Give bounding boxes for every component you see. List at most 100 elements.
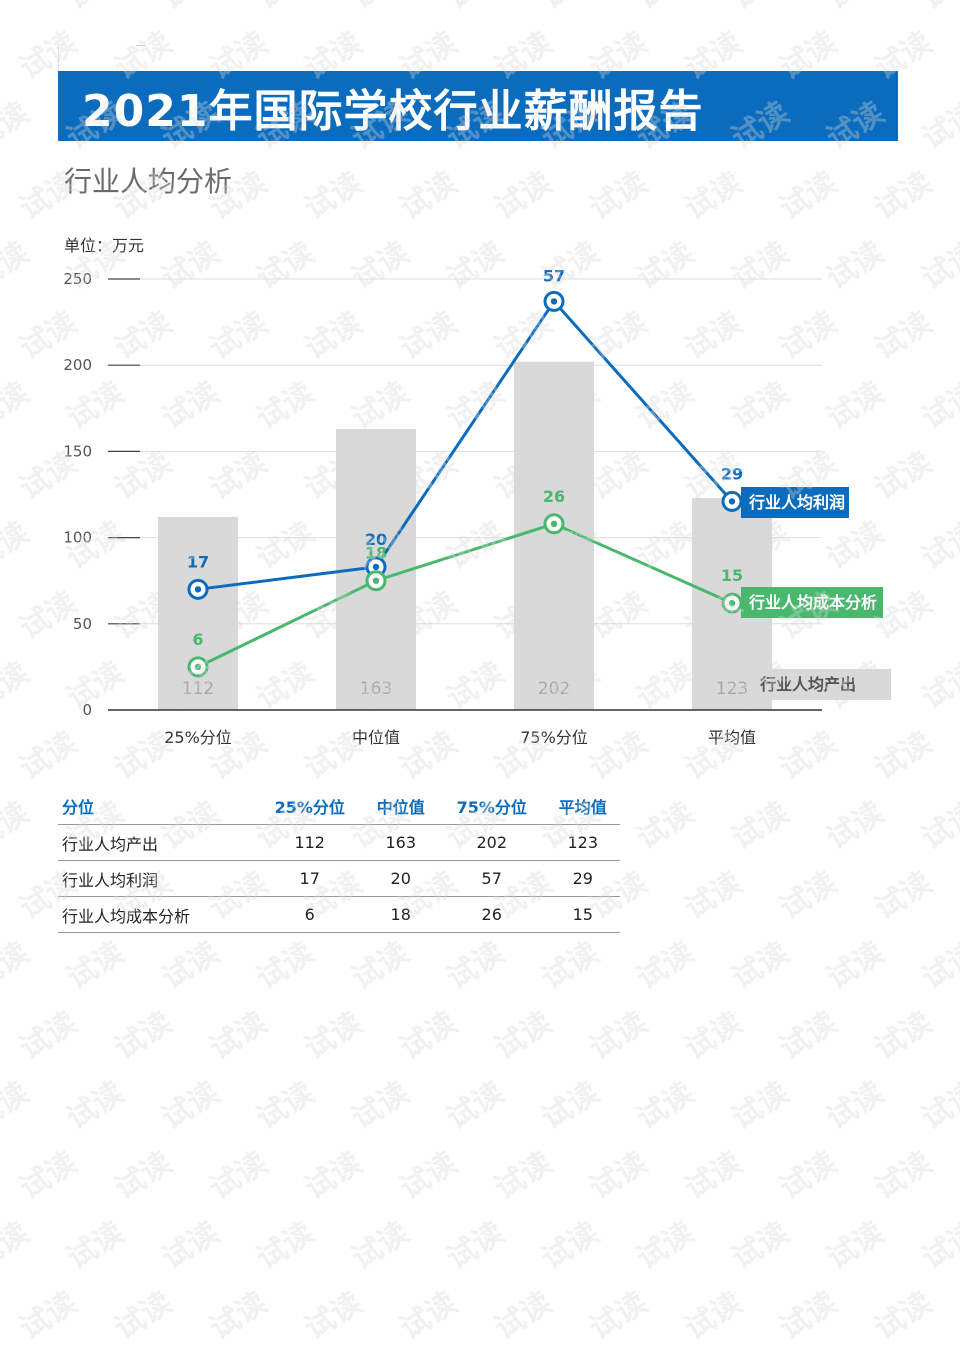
watermark-text: 试读 xyxy=(916,1075,960,1136)
table-row: 行业人均产出 112 163 202 123 xyxy=(58,824,620,861)
watermark-text: 试读 xyxy=(774,1145,843,1206)
table-cell: 26 xyxy=(437,896,546,933)
x-tick-label: 中位值 xyxy=(352,728,400,747)
watermark-text: 试读 xyxy=(679,1005,748,1066)
x-tick-label: 25%分位 xyxy=(164,728,232,747)
watermark-text: 试读 xyxy=(346,1215,415,1276)
watermark-text: 试读 xyxy=(631,1075,700,1136)
y-tick-label: 0 xyxy=(82,701,92,719)
table-row: 行业人均成本分析 6 18 26 15 xyxy=(58,896,620,933)
watermark-text: 试读 xyxy=(631,795,700,856)
section-subtitle: 行业人均分析 xyxy=(64,165,233,198)
watermark-text: 试读 xyxy=(536,1075,605,1136)
legend-tag xyxy=(741,587,883,618)
table-cell: 17 xyxy=(255,860,364,897)
watermark-text: 试读 xyxy=(584,1145,653,1206)
watermark-text: 试读 xyxy=(869,1145,938,1206)
data-label: 15 xyxy=(721,566,743,585)
watermark-text: 试读 xyxy=(774,1285,843,1346)
data-label: 57 xyxy=(543,266,565,285)
watermark-text: 试读 xyxy=(679,1285,748,1346)
table-header-cell: 分位 xyxy=(58,788,256,825)
watermark-text: 试读 xyxy=(821,935,890,996)
watermark-text: 试读 xyxy=(14,1285,83,1346)
watermark-text: 试读 xyxy=(299,1285,368,1346)
table-cell: 57 xyxy=(437,860,546,897)
data-label: 17 xyxy=(187,552,209,571)
y-tick-label: 200 xyxy=(63,356,92,374)
table-cell: 行业人均产出 xyxy=(58,824,256,861)
x-tick-label: 75%分位 xyxy=(520,728,588,747)
data-point-center xyxy=(550,520,558,528)
watermark-text: 试读 xyxy=(869,1285,938,1346)
watermark-text: 试读 xyxy=(536,935,605,996)
watermark-text: 试读 xyxy=(774,865,843,926)
watermark-text: 试读 xyxy=(536,1215,605,1276)
watermark-text: 试读 xyxy=(204,1005,273,1066)
y-tick-label: 50 xyxy=(73,615,92,633)
page-edge-dash xyxy=(136,45,146,46)
title-banner: 2021年国际学校行业薪酬报告 xyxy=(58,71,898,141)
table-cell: 18 xyxy=(363,896,438,933)
watermark-text: 试读 xyxy=(679,1145,748,1206)
watermark-text: 试读 xyxy=(441,935,510,996)
watermark-text: 试读 xyxy=(869,1005,938,1066)
watermark-text: 试读 xyxy=(0,1215,35,1276)
data-table: 分位 25%分位 中位值 75%分位 平均值 行业人均产出 112 163 20… xyxy=(58,788,620,933)
watermark-text: 试读 xyxy=(726,795,795,856)
data-point-center xyxy=(728,599,736,607)
watermark-text: 试读 xyxy=(869,865,938,926)
legend-tag xyxy=(752,669,891,700)
watermark-text: 试读 xyxy=(204,1285,273,1346)
data-label: 29 xyxy=(721,464,743,483)
watermark-text: 试读 xyxy=(251,935,320,996)
watermark-text: 试读 xyxy=(394,1005,463,1066)
watermark-text: 试读 xyxy=(251,1075,320,1136)
watermark-text: 试读 xyxy=(0,935,35,996)
watermark-text: 试读 xyxy=(774,1005,843,1066)
y-tick-label: 100 xyxy=(63,529,92,547)
table-cell: 112 xyxy=(255,824,364,861)
data-label: 20 xyxy=(365,530,387,549)
data-label: 26 xyxy=(543,487,565,506)
legend-label: 行业人均利润 xyxy=(748,493,845,512)
table-header-cell: 中位值 xyxy=(363,788,438,825)
x-tick-label: 平均值 xyxy=(708,728,756,747)
watermark-text: 试读 xyxy=(631,935,700,996)
bar-value-label: 202 xyxy=(538,679,570,699)
bar xyxy=(158,516,238,710)
table-cell: 163 xyxy=(363,824,438,861)
watermark-text: 试读 xyxy=(14,1005,83,1066)
data-point-center xyxy=(372,577,380,584)
watermark-text: 试读 xyxy=(251,1215,320,1276)
table-cell: 123 xyxy=(545,824,620,861)
watermark-text: 试读 xyxy=(299,1005,368,1066)
table-cell: 行业人均利润 xyxy=(58,860,256,897)
legend-label: 行业人均成本分析 xyxy=(748,593,877,612)
watermark-text: 试读 xyxy=(156,1075,225,1136)
table-row: 行业人均利润 17 20 57 29 xyxy=(58,860,620,897)
watermark-text: 试读 xyxy=(489,1145,558,1206)
watermark-text: 试读 xyxy=(109,1285,178,1346)
data-point-center xyxy=(728,498,736,505)
watermark-text: 试读 xyxy=(299,1145,368,1206)
table-cell: 20 xyxy=(363,860,438,897)
watermark-text: 试读 xyxy=(489,1285,558,1346)
legend-tag xyxy=(741,487,849,518)
watermark-text: 试读 xyxy=(61,935,130,996)
bar-value-label: 123 xyxy=(716,679,748,699)
y-tick-label: 150 xyxy=(63,442,92,460)
legend-label: 行业人均产出 xyxy=(759,675,856,694)
watermark-text: 试读 xyxy=(0,795,35,856)
bar-value-label: 112 xyxy=(182,679,214,699)
watermark-text: 试读 xyxy=(584,1285,653,1346)
watermark-text: 试读 xyxy=(821,1075,890,1136)
watermark-text: 试读 xyxy=(14,1145,83,1206)
watermark-text: 试读 xyxy=(0,1075,35,1136)
watermark-text: 试读 xyxy=(346,935,415,996)
bar-value-label: 163 xyxy=(360,679,392,699)
table-header-cell: 75%分位 xyxy=(437,788,546,825)
data-point-center xyxy=(550,298,558,305)
watermark-text: 试读 xyxy=(679,865,748,926)
watermark-text: 试读 xyxy=(441,1075,510,1136)
